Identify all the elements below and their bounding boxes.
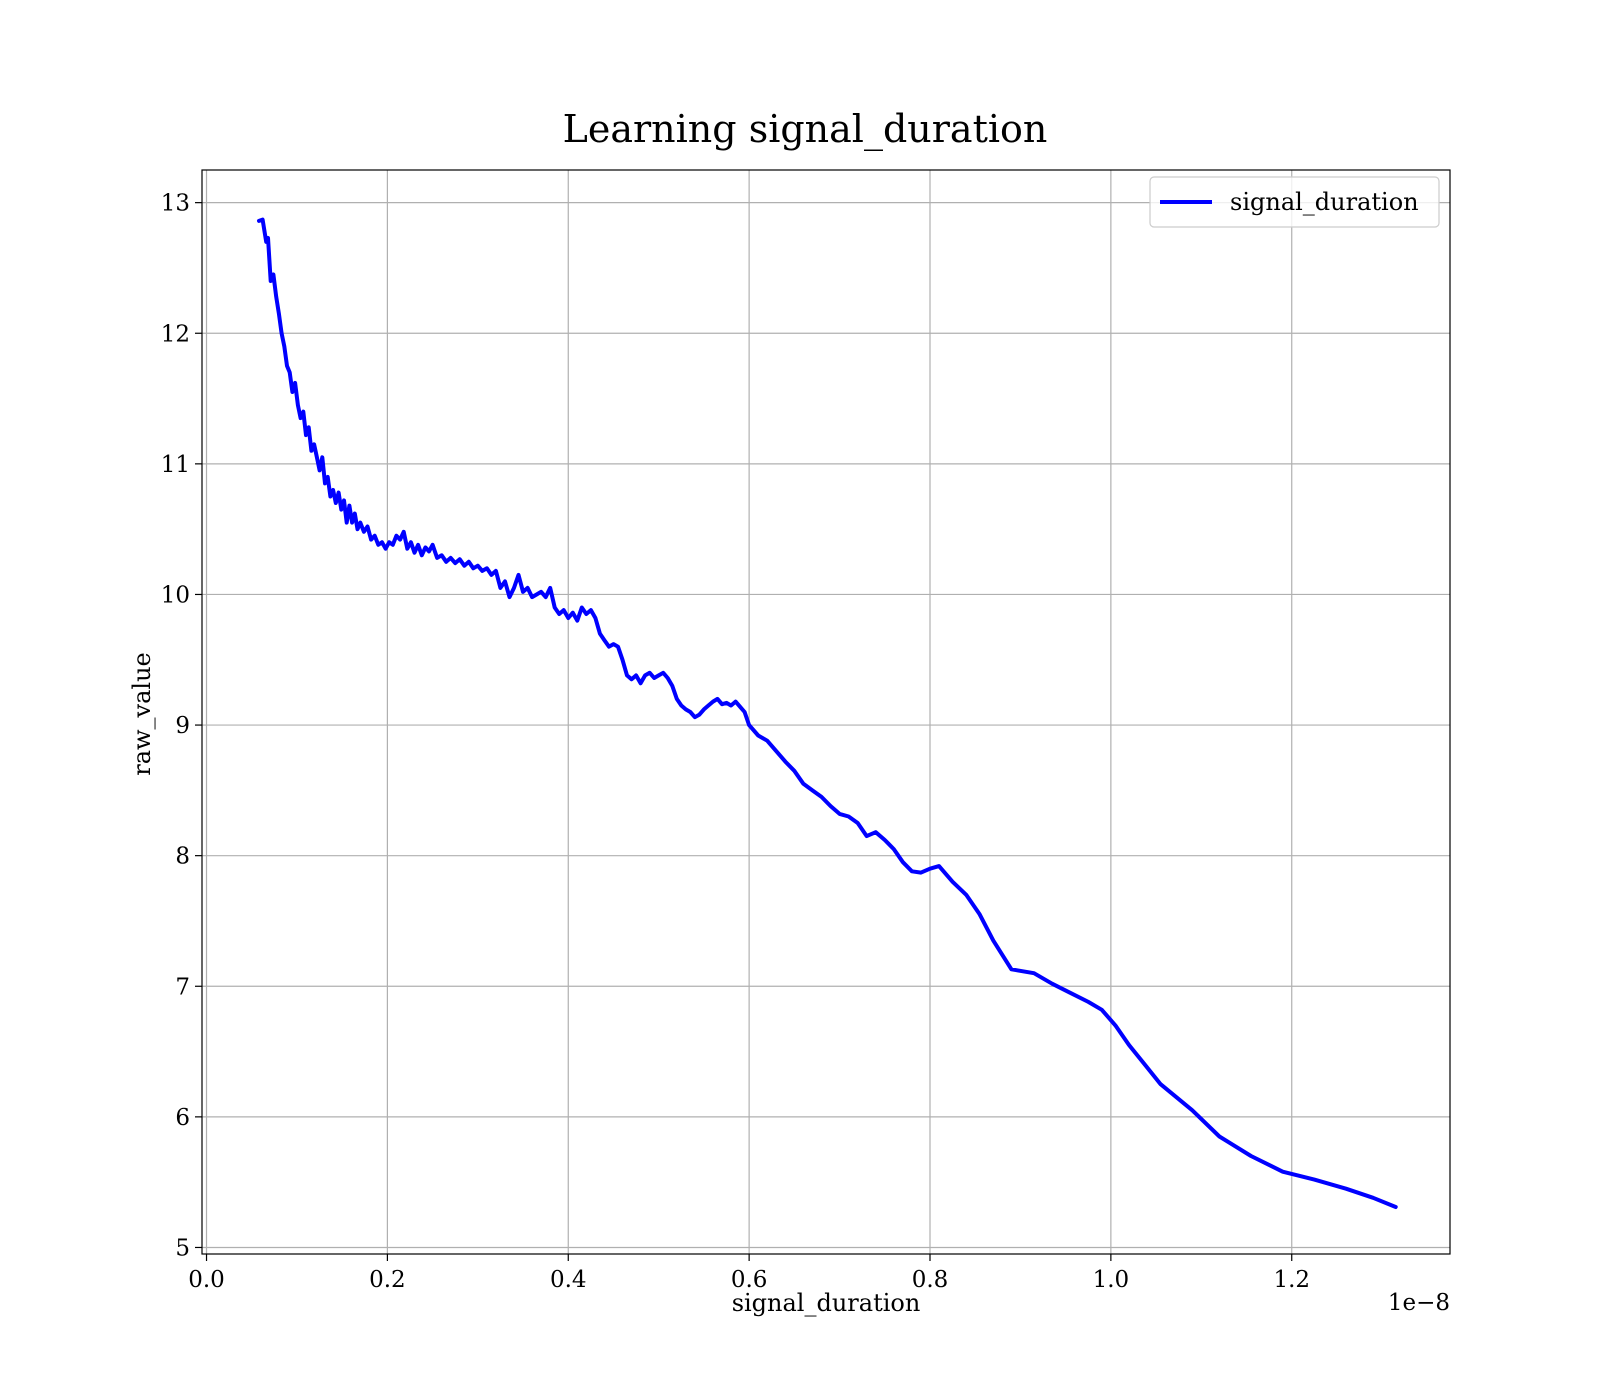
y-axis-label: raw_value	[128, 652, 156, 776]
x-tick-label: 0.8	[912, 1267, 949, 1293]
y-axis: 5 6 7 8 9 10 11 12 13	[161, 191, 202, 1261]
y-tick-label: 6	[175, 1105, 190, 1131]
y-tick-label: 7	[175, 974, 190, 1000]
y-tick-label: 11	[161, 452, 190, 478]
x-tick-label: 0.2	[369, 1267, 406, 1293]
series-line-signal-duration	[257, 217, 1398, 1209]
y-tick-label: 13	[161, 191, 190, 217]
x-tick-label: 1.2	[1273, 1267, 1310, 1293]
legend-label-signal-duration: signal_duration	[1230, 188, 1419, 216]
x-axis: 0.0 0.2 0.4 0.6 0.8 1.0 1.2	[188, 1254, 1310, 1293]
y-tick-label: 9	[175, 713, 190, 739]
x-tick-label: 1.0	[1093, 1267, 1130, 1293]
x-offset-label: 1e−8	[1388, 1290, 1450, 1316]
y-tick-label: 8	[175, 844, 190, 870]
legend: signal_duration	[1149, 176, 1440, 228]
series-layer	[257, 217, 1398, 1209]
chart-title: Learning signal_duration	[563, 107, 1048, 152]
x-tick-label: 0.0	[188, 1267, 225, 1293]
plot-frame	[201, 169, 1451, 1255]
y-tick-label: 12	[161, 321, 190, 347]
grid	[202, 170, 1450, 1254]
y-tick-label: 5	[175, 1235, 190, 1261]
legend-box	[1149, 176, 1440, 228]
x-axis-label: signal_duration	[732, 1289, 921, 1317]
y-tick-label: 10	[161, 582, 190, 608]
x-tick-label: 0.4	[550, 1267, 587, 1293]
x-tick-label: 0.6	[731, 1267, 768, 1293]
